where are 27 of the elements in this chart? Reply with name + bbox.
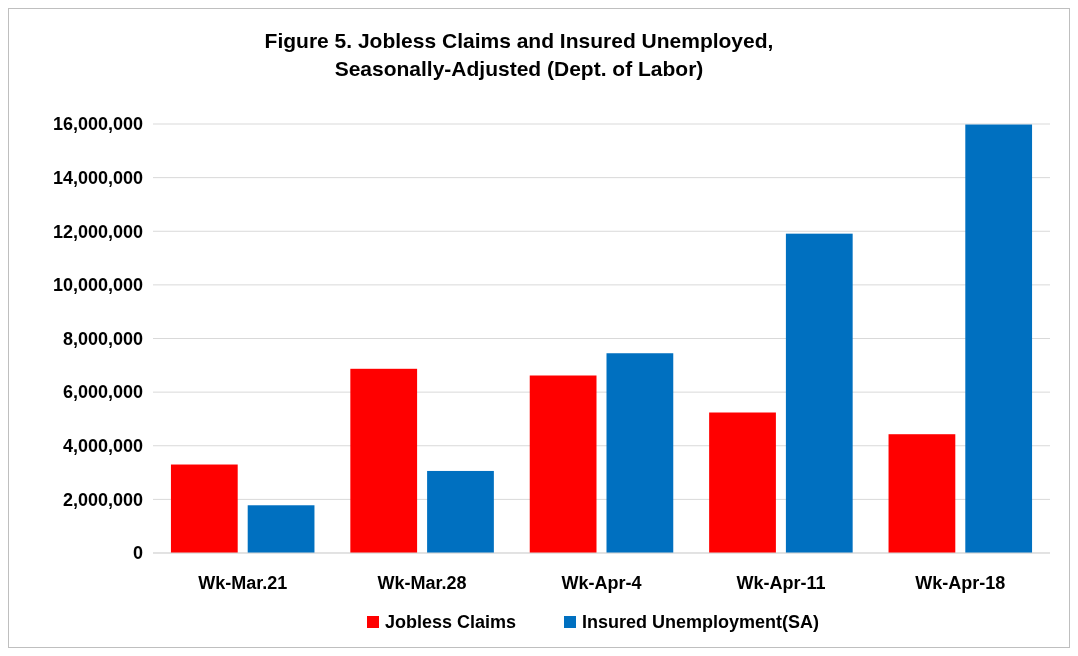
bar: [529, 375, 597, 553]
y-tick-label: 14,000,000: [52, 167, 143, 188]
bar: [785, 233, 853, 553]
bar: [888, 434, 956, 553]
x-tick-label: Wk-Mar.28: [377, 573, 467, 593]
x-tick-label: Wk-Apr-4: [561, 573, 642, 593]
y-tick-label: 10,000,000: [52, 275, 143, 296]
legend-label: Insured Unemployment(SA): [582, 612, 820, 632]
y-tick-label: 0: [132, 543, 143, 564]
bar: [965, 124, 1033, 553]
bar: [170, 464, 238, 553]
bar: [606, 353, 674, 553]
y-tick-label: 2,000,000: [62, 489, 143, 510]
bar: [350, 368, 418, 553]
y-tick-label: 8,000,000: [62, 328, 143, 349]
x-tick-label: Wk-Apr-11: [736, 573, 826, 593]
x-tick-label: Wk-Apr-18: [915, 573, 1006, 593]
y-tick-label: 12,000,000: [52, 221, 143, 242]
bar: [427, 470, 494, 553]
chart-title: Figure 5. Jobless Claims and Insured Unemployed, Seasonally-Adjusted (Dept. of Labor): [264, 29, 774, 80]
x-tick-label: Wk-Mar.21: [198, 573, 288, 593]
legend-label: Jobless Claims: [385, 612, 517, 632]
bar: [709, 412, 776, 553]
y-tick-label: 4,000,000: [62, 436, 143, 457]
y-tick-label: 6,000,000: [62, 382, 143, 403]
y-tick-label: 16,000,000: [52, 114, 143, 135]
bar: [247, 505, 315, 553]
